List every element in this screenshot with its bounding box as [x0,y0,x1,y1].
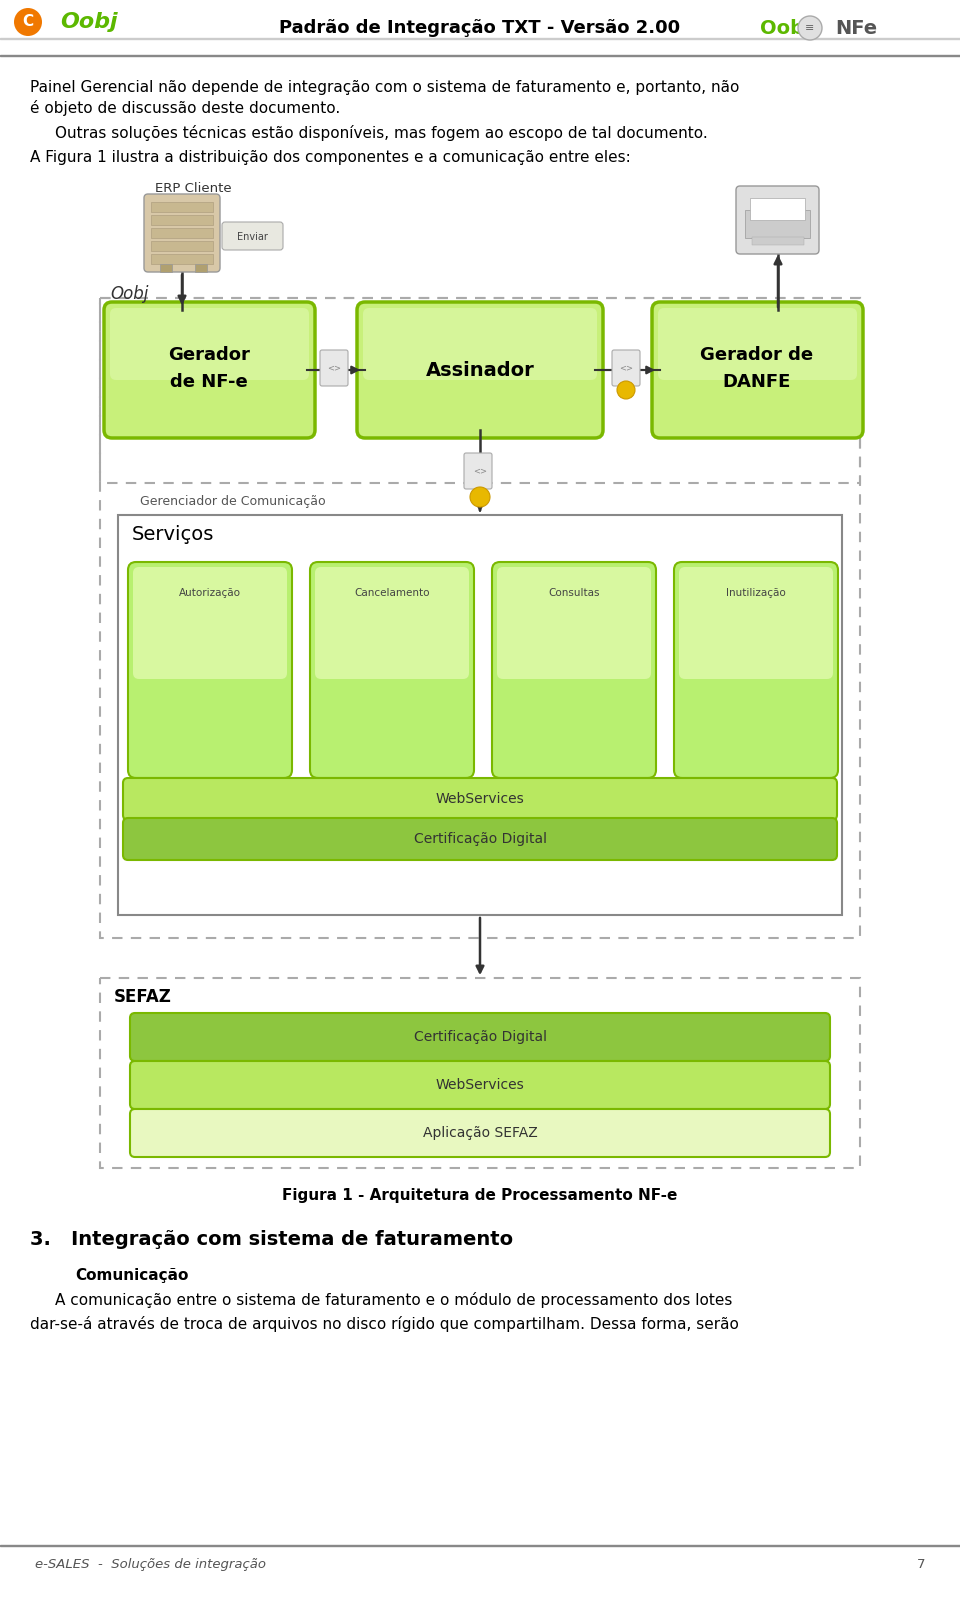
Text: WebServices: WebServices [436,792,524,806]
FancyBboxPatch shape [130,1012,830,1060]
Circle shape [470,487,490,506]
Text: 7: 7 [917,1559,925,1571]
Text: Gerador de: Gerador de [701,347,813,364]
Text: Autorização: Autorização [179,588,241,597]
Text: Consultas: Consultas [548,588,600,597]
Text: Outras soluções técnicas estão disponíveis, mas fogem ao escopo de tal documento: Outras soluções técnicas estão disponíve… [55,125,708,141]
FancyBboxPatch shape [133,567,287,679]
Bar [100,299,860,937]
FancyBboxPatch shape [612,350,640,386]
Text: Certificação Digital: Certificação Digital [414,832,546,846]
Text: é objeto de discussão deste documento.: é objeto de discussão deste documento. [30,101,340,117]
FancyBboxPatch shape [123,818,837,861]
Text: Serviços: Serviços [132,525,214,545]
Text: C: C [22,14,34,29]
Bar [195,264,207,271]
FancyBboxPatch shape [130,1108,830,1156]
Bar [752,236,804,244]
Text: Inutilização: Inutilização [726,588,786,597]
Text: de NF-e: de NF-e [170,374,248,391]
Text: Painel Gerencial não depende de integração com o sistema de faturamento e, porta: Painel Gerencial não depende de integraç… [30,80,739,94]
Text: Padrão de Integração TXT - Versão 2.00: Padrão de Integração TXT - Versão 2.00 [279,19,681,37]
FancyBboxPatch shape [464,454,492,489]
Circle shape [14,8,42,37]
Circle shape [617,382,635,399]
FancyBboxPatch shape [128,562,292,778]
Text: Enviar: Enviar [236,232,268,243]
Bar [151,254,213,264]
FancyBboxPatch shape [104,302,315,438]
FancyBboxPatch shape [674,562,838,778]
Bar [151,216,213,225]
Text: A Figura 1 ilustra a distribuição dos componentes e a comunicação entre eles:: A Figura 1 ilustra a distribuição dos co… [30,150,631,164]
Text: WebServices: WebServices [436,1078,524,1092]
Text: 3.   Integração com sistema de faturamento: 3. Integração com sistema de faturamento [30,1230,514,1249]
FancyBboxPatch shape [497,567,651,679]
Text: <>: <> [619,364,633,372]
Text: dar-se-á através de troca de arquivos no disco rígido que compartilham. Dessa fo: dar-se-á através de troca de arquivos no… [30,1316,739,1332]
Text: Figura 1 - Arquitetura de Processamento NF-e: Figura 1 - Arquitetura de Processamento … [282,1188,678,1203]
FancyBboxPatch shape [492,562,656,778]
FancyBboxPatch shape [310,562,474,778]
Text: <>: <> [473,466,487,476]
FancyBboxPatch shape [320,350,348,386]
Text: e-SALES  -  Soluções de integração: e-SALES - Soluções de integração [35,1559,266,1571]
Bar [151,228,213,238]
FancyBboxPatch shape [658,308,857,380]
Text: Cancelamento: Cancelamento [354,588,430,597]
Bar [160,264,172,271]
Text: Oobj: Oobj [760,19,810,37]
FancyBboxPatch shape [144,193,220,271]
Text: Oobj: Oobj [110,284,149,303]
FancyBboxPatch shape [357,302,603,438]
Text: A comunicação entre o sistema de faturamento e o módulo de processamento dos lot: A comunicação entre o sistema de faturam… [55,1292,732,1308]
Text: NFe: NFe [835,19,877,37]
Text: Aplicação SEFAZ: Aplicação SEFAZ [422,1126,538,1140]
Bar [750,198,805,220]
Text: Oobj: Oobj [60,13,118,32]
FancyBboxPatch shape [315,567,469,679]
Text: <>: <> [327,364,341,372]
Bar [151,201,213,212]
Text: Assinador: Assinador [425,361,535,380]
FancyBboxPatch shape [363,308,597,380]
FancyBboxPatch shape [123,778,837,819]
FancyBboxPatch shape [679,567,833,679]
Text: Gerenciador de Comunicação: Gerenciador de Comunicação [140,495,325,508]
Text: Gerador: Gerador [168,347,250,364]
Bar [100,977,860,1167]
Text: Comunicação: Comunicação [75,1268,188,1282]
FancyBboxPatch shape [130,1060,830,1108]
Text: Certificação Digital: Certificação Digital [414,1030,546,1044]
Bar [745,209,810,238]
FancyBboxPatch shape [110,308,309,380]
Text: DANFE: DANFE [723,374,791,391]
Text: ≡: ≡ [805,22,815,34]
Text: SEFAZ: SEFAZ [114,989,172,1006]
FancyBboxPatch shape [736,185,819,254]
Bar [100,299,860,482]
Circle shape [798,16,822,40]
FancyBboxPatch shape [652,302,863,438]
Bar [118,514,842,915]
Bar [151,241,213,251]
Text: ERP Cliente: ERP Cliente [155,182,231,195]
FancyBboxPatch shape [222,222,283,251]
